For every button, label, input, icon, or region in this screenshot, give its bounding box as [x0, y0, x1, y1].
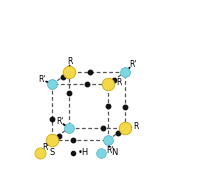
Text: R': R'	[56, 117, 64, 126]
Text: R: R	[42, 143, 47, 152]
Text: R: R	[133, 122, 138, 131]
Text: N: N	[111, 148, 117, 157]
Text: R': R'	[129, 60, 137, 69]
Text: •H: •H	[78, 148, 89, 157]
Text: S: S	[49, 148, 55, 157]
Text: R': R'	[39, 75, 46, 84]
Text: R: R	[67, 57, 73, 66]
Text: R: R	[116, 78, 121, 87]
Text: R': R'	[106, 146, 114, 155]
